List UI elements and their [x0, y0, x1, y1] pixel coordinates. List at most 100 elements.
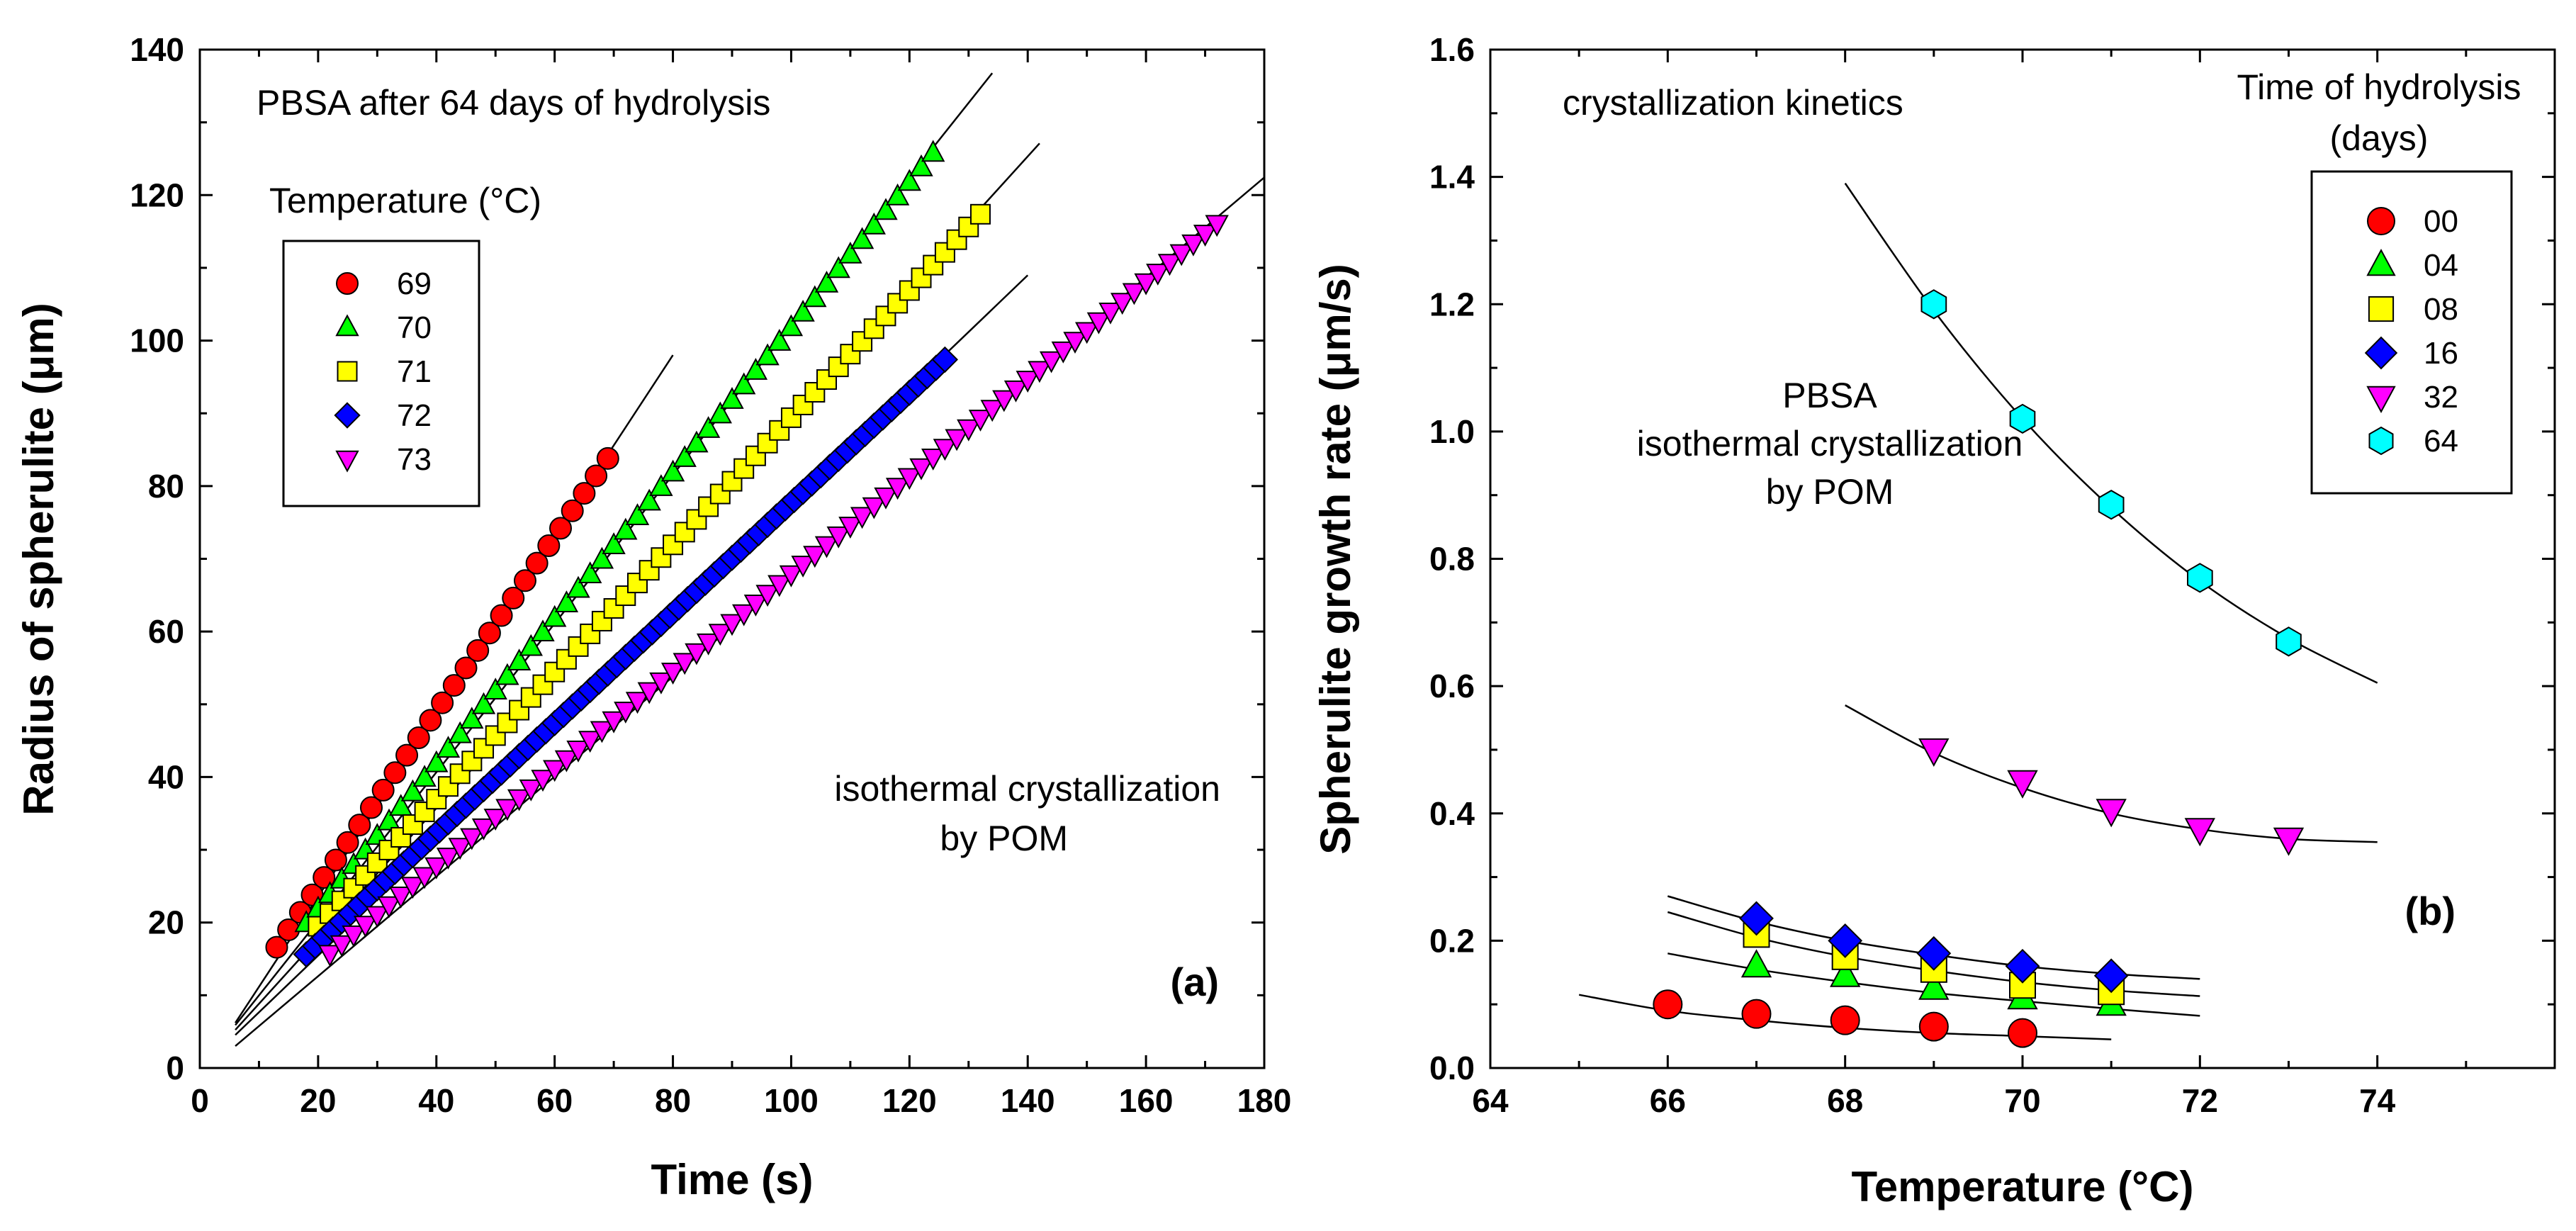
data-point-73 — [590, 721, 614, 743]
data-point-64 — [2098, 490, 2125, 520]
data-point-70 — [389, 794, 413, 816]
data-point-32 — [2273, 827, 2305, 856]
panel-a-legend: 69 70 71 72 73 — [334, 266, 432, 477]
y-tick-label: 0 — [166, 1050, 184, 1086]
panel-b-ylabel: Spherulite growth rate (μm/s) — [1312, 264, 1359, 854]
data-point-70 — [436, 736, 461, 758]
x-tick-label: 74 — [2359, 1082, 2396, 1119]
panel-b: 64 66 68 70 72 740.00.20.40.60.81.01.21.41.6 … — [1312, 31, 2556, 1210]
data-point-73 — [1039, 351, 1064, 373]
data-point-69 — [573, 482, 596, 505]
data-point-73 — [720, 614, 744, 636]
data-point-73 — [566, 741, 590, 763]
x-tick-label: 140 — [1001, 1082, 1055, 1119]
data-point-32 — [2096, 799, 2127, 828]
panel-a-legend-box — [282, 240, 480, 507]
data-point-70 — [862, 212, 886, 235]
data-point-73 — [353, 916, 378, 938]
data-point-70 — [838, 241, 862, 264]
legend-label-16: 16 — [2424, 336, 2458, 371]
data-point-73 — [1028, 361, 1052, 383]
data-point-70 — [614, 517, 638, 540]
data-point-69 — [490, 604, 513, 627]
panel-b-annotation-pom: by POM — [1766, 472, 1894, 512]
data-point-73 — [838, 517, 862, 539]
data-point-71 — [792, 394, 814, 415]
data-point-70 — [365, 823, 389, 845]
data-point-70 — [696, 416, 721, 438]
data-point-69 — [371, 778, 395, 802]
panel-a-annotation-title: PBSA after 64 days of hydrolysis — [257, 83, 770, 123]
data-point-70 — [531, 619, 555, 641]
data-point-71 — [816, 369, 838, 390]
data-point-70 — [590, 546, 614, 569]
data-point-73 — [448, 838, 472, 860]
data-point-70 — [625, 503, 650, 525]
data-point-73 — [365, 906, 389, 928]
data-point-73 — [897, 468, 921, 490]
x-tick-label: 40 — [418, 1082, 454, 1119]
data-point-71 — [402, 814, 423, 836]
data-point-73 — [814, 536, 839, 558]
x-tick-label: 0 — [191, 1082, 209, 1119]
panel-b-ticks: 64 66 68 70 72 74 0.0 0.2 0.4 0.6 0.8 1.0 1.2 1.4 1.6 — [1429, 31, 2556, 1119]
data-point-73 — [933, 439, 957, 461]
data-point-73 — [424, 857, 449, 879]
y-tick-label: 0.0 — [1429, 1050, 1475, 1086]
data-point-16 — [1739, 901, 1774, 936]
data-point-69 — [537, 534, 561, 558]
data-point-73 — [1086, 312, 1111, 335]
data-point-16 — [2005, 948, 2040, 984]
data-point-64 — [2187, 563, 2213, 593]
panel-a-data-points — [265, 140, 1229, 968]
panel-b-label: (b) — [2405, 889, 2456, 933]
data-point-73 — [625, 692, 650, 714]
data-point-70 — [543, 605, 567, 627]
data-point-73 — [412, 867, 437, 889]
data-point-69 — [336, 831, 359, 854]
data-point-70 — [424, 750, 449, 772]
y-tick-label: 60 — [148, 613, 184, 650]
data-point-70 — [495, 663, 519, 685]
data-point-69 — [324, 848, 347, 872]
data-point-69 — [454, 656, 478, 680]
x-tick-label: 66 — [1650, 1082, 1686, 1119]
data-point-73 — [708, 624, 732, 646]
data-point-73 — [874, 487, 898, 510]
data-point-73 — [377, 896, 401, 918]
data-point-70 — [507, 648, 531, 670]
x-tick-label: 180 — [1237, 1082, 1292, 1119]
panel-b-annotation-iso: isothermal crystallization — [1637, 424, 2023, 463]
legend-label-04: 04 — [2424, 248, 2458, 283]
data-point-71 — [721, 471, 743, 492]
data-point-69 — [502, 586, 525, 609]
data-point-73 — [743, 595, 768, 617]
data-point-70 — [471, 692, 496, 714]
data-point-73 — [1146, 264, 1170, 286]
data-point-73 — [980, 400, 1004, 422]
data-point-73 — [1051, 341, 1075, 364]
data-point-71 — [378, 839, 400, 860]
data-point-70 — [448, 721, 472, 743]
data-point-70 — [400, 779, 425, 802]
data-point-73 — [471, 818, 496, 841]
data-point-73 — [1110, 293, 1135, 315]
panel-b-xlabel: Temperature (°C) — [1852, 1163, 2194, 1210]
x-tick-label: 120 — [882, 1082, 937, 1119]
legend-label-08: 08 — [2424, 292, 2458, 327]
data-point-70 — [554, 590, 579, 612]
data-point-69 — [478, 622, 501, 645]
data-point-64 — [2276, 626, 2302, 657]
panel-b-legend: 00 04 08 16 32 64 — [2364, 204, 2458, 459]
data-point-73 — [909, 458, 933, 480]
data-point-73 — [826, 526, 850, 549]
data-point-00 — [2008, 1018, 2037, 1048]
data-point-73 — [1193, 225, 1217, 247]
y-tick-label: 0.8 — [1429, 541, 1475, 578]
legend-label-64: 64 — [2424, 424, 2458, 459]
legend-marker-08 — [2368, 296, 2395, 322]
legend-marker-16 — [2364, 336, 2398, 370]
data-point-73 — [483, 809, 507, 831]
data-point-70 — [566, 575, 590, 598]
y-tick-label: 0.6 — [1429, 668, 1475, 704]
